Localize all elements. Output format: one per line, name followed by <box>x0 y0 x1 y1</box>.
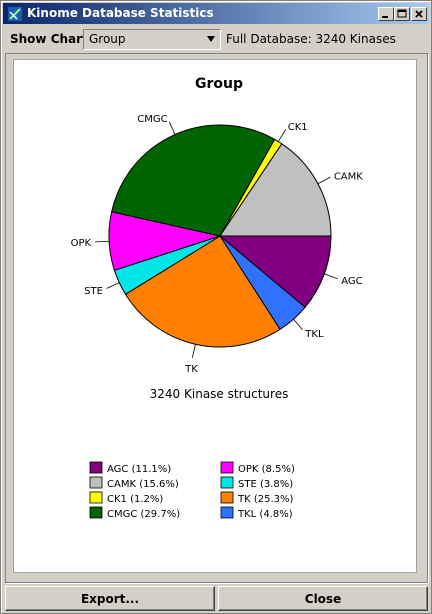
chart-panel-frame: Group AGC TKL TK STE OPK CMGC CK1 CAMK 3240 Kin… <box>5 53 428 583</box>
pie-chart: Group AGC TKL TK STE OPK CMGC CK1 CAMK 3240 Kin… <box>71 76 364 520</box>
title-bar[interactable]: Kinome Database Statistics <box>3 3 429 24</box>
chart-title: Group <box>195 76 243 92</box>
legend-swatch-opk <box>220 461 234 474</box>
legend-entry-ste: STE (3.8%) <box>238 479 293 490</box>
legend-entry-tk: TK (25.3%) <box>237 494 294 505</box>
legend-entry-ck1: CK1 (1.2%) <box>107 494 163 505</box>
legend-entry-opk: OPK (8.5%) <box>238 464 295 475</box>
legend-swatch-cmgc <box>89 506 103 519</box>
legend-swatch-ck1 <box>89 491 103 504</box>
legend-entry-cmgc: CMGC (29.7%) <box>107 509 180 520</box>
legend-entry-agc: AGC (11.1%) <box>107 464 171 475</box>
full-database-text: Full Database: 3240 Kinases <box>226 32 396 46</box>
pie-label-tkl: TKL <box>304 329 324 340</box>
legend-swatch-agc <box>89 461 103 474</box>
legend-swatch-tkl <box>220 506 234 519</box>
chart-panel: Group AGC TKL TK STE OPK CMGC CK1 CAMK 3240 Kin… <box>13 59 417 573</box>
window-title: Kinome Database Statistics <box>27 6 214 20</box>
maximize-button[interactable] <box>394 7 410 21</box>
maximize-icon <box>397 9 407 18</box>
chevron-down-icon[interactable] <box>207 36 215 42</box>
legend-swatch-camk <box>89 476 103 489</box>
pie-leader-cmgc <box>168 121 176 135</box>
pie-leader-agc <box>324 273 338 280</box>
legend-swatch-ste <box>220 476 234 489</box>
pie-leader-ck1 <box>277 129 286 142</box>
pie-leader-opk <box>95 240 110 243</box>
export-button[interactable]: Export... <box>5 586 215 611</box>
pie-leader-tkl <box>293 318 303 331</box>
close-button[interactable]: Close <box>218 586 428 611</box>
chart-subtitle: 3240 Kinase structures <box>150 387 289 401</box>
app-icon <box>8 7 22 21</box>
pie-leader-tk <box>191 344 196 358</box>
pie-label-cmgc: CMGC <box>137 114 167 125</box>
pie-label-ste: STE <box>84 286 103 297</box>
chart-select[interactable]: Group <box>83 29 221 50</box>
pie-slice-tk <box>124 235 281 348</box>
pie-label-ck1: CK1 <box>288 122 308 133</box>
pie-leader-ste <box>106 282 120 289</box>
minimize-icon <box>382 16 388 18</box>
pie-slice-camk <box>219 143 332 237</box>
footer: Export... Close <box>1 586 432 614</box>
toolbar: Show Chart: Group Full Database: 3240 Ki… <box>1 27 432 53</box>
show-chart-label: Show Chart: <box>10 32 93 46</box>
minimize-button[interactable] <box>378 7 394 21</box>
pie-label-opk: OPK <box>71 238 92 249</box>
legend-swatch-tk <box>220 491 234 504</box>
chart-select-value: Group <box>89 32 126 46</box>
pie-label-tk: TK <box>184 364 198 375</box>
pie-leader-camk <box>317 176 331 185</box>
legend-entry-tkl: TKL (4.8%) <box>237 509 293 520</box>
pie-slice-agc <box>218 235 332 308</box>
pie-label-agc: AGC <box>341 276 362 287</box>
window-close-button[interactable] <box>411 7 427 21</box>
pie-label-camk: CAMK <box>334 171 363 182</box>
close-icon <box>415 10 423 18</box>
legend-entry-camk: CAMK (15.6%) <box>107 479 179 490</box>
